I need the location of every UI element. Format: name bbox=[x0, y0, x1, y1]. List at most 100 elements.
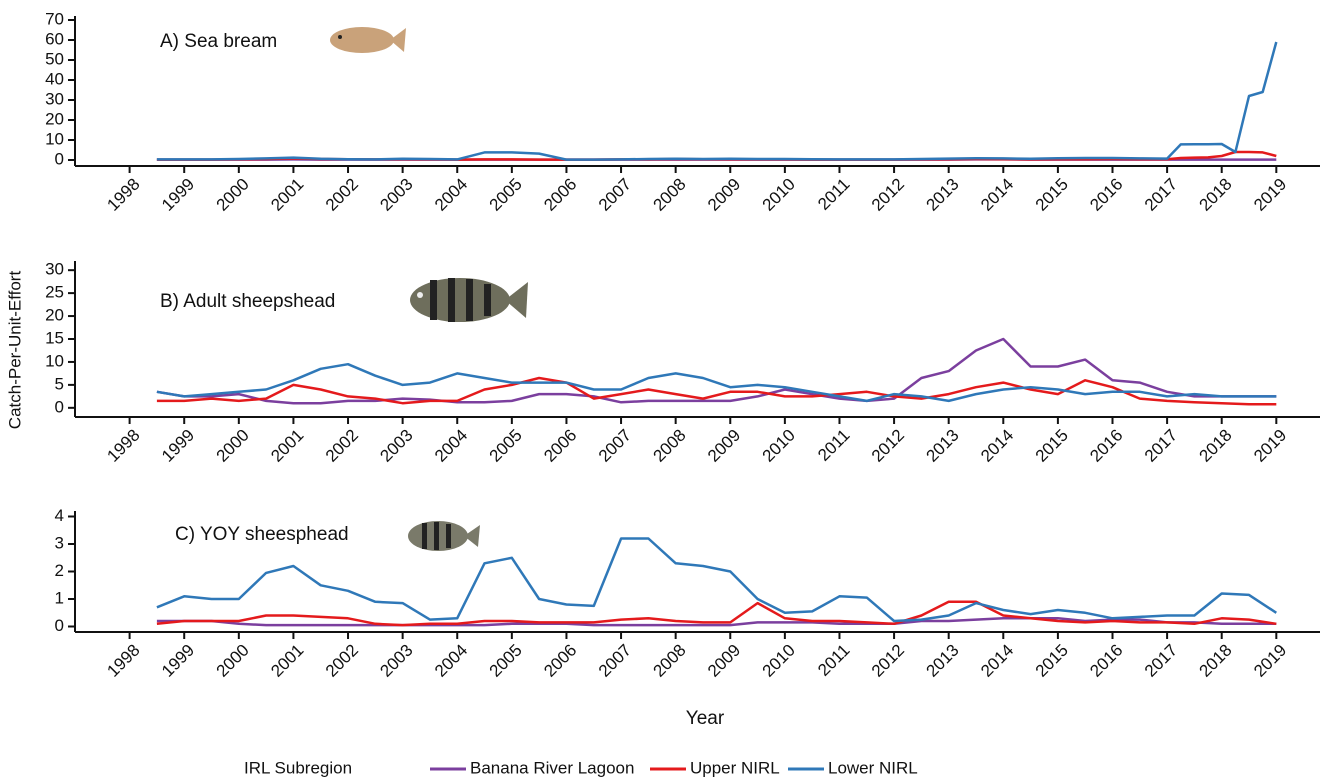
x-tick-label: 2006 bbox=[540, 641, 580, 681]
panel-title: C) YOY sheesphead bbox=[175, 524, 349, 545]
x-tick-label: 2001 bbox=[267, 426, 307, 466]
x-tick-label: 2016 bbox=[1086, 426, 1126, 466]
fish-icon bbox=[410, 278, 528, 322]
y-tick-label: 20 bbox=[45, 306, 64, 325]
y-tick-label: 15 bbox=[45, 328, 64, 347]
y-tick-label: 0 bbox=[55, 149, 64, 168]
x-tick-label: 2007 bbox=[595, 175, 635, 215]
legend-label: Lower NIRL bbox=[828, 758, 918, 777]
x-tick-label: 2006 bbox=[540, 175, 580, 215]
x-axis-label: Year bbox=[686, 708, 725, 729]
y-tick-label: 25 bbox=[45, 283, 64, 302]
x-tick-label: 2001 bbox=[267, 175, 307, 215]
series-line bbox=[156, 600, 1277, 627]
x-tick-label: 2013 bbox=[923, 426, 963, 466]
x-tick-label: 2005 bbox=[486, 641, 526, 681]
y-axis-label: Catch-Per-Unit-Effort bbox=[5, 271, 24, 430]
y-tick-label: 10 bbox=[45, 129, 64, 148]
x-tick-label: 2015 bbox=[1032, 641, 1072, 681]
x-tick-label: 2008 bbox=[649, 175, 689, 215]
y-tick-label: 70 bbox=[45, 9, 64, 28]
x-tick-label: 2005 bbox=[486, 175, 526, 215]
x-tick-label: 2004 bbox=[431, 175, 471, 215]
x-tick-label: 2006 bbox=[540, 426, 580, 466]
x-tick-label: 2002 bbox=[322, 175, 362, 215]
panel-title: A) Sea bream bbox=[160, 31, 277, 52]
x-tick-label: 2005 bbox=[486, 426, 526, 466]
x-tick-label: 2000 bbox=[213, 175, 253, 215]
y-tick-label: 50 bbox=[45, 49, 64, 68]
series-line bbox=[156, 41, 1278, 161]
x-tick-label: 2014 bbox=[977, 641, 1017, 681]
y-tick-label: 4 bbox=[55, 506, 64, 525]
x-tick-label: 2003 bbox=[376, 426, 416, 466]
series-line bbox=[156, 617, 1277, 627]
legend-title: IRL Subregion bbox=[244, 758, 352, 777]
x-tick-label: 2019 bbox=[1250, 175, 1290, 215]
x-tick-label: 2007 bbox=[595, 641, 635, 681]
y-tick-label: 40 bbox=[45, 69, 64, 88]
x-tick-label: 2002 bbox=[322, 641, 362, 681]
x-tick-label: 2010 bbox=[759, 426, 799, 466]
x-tick-label: 2010 bbox=[759, 175, 799, 215]
y-tick-label: 0 bbox=[55, 397, 64, 416]
x-tick-label: 2013 bbox=[923, 641, 963, 681]
y-tick-label: 60 bbox=[45, 29, 64, 48]
x-tick-label: 1998 bbox=[103, 175, 143, 215]
y-tick-label: 20 bbox=[45, 109, 64, 128]
x-tick-label: 2008 bbox=[649, 426, 689, 466]
x-tick-label: 2012 bbox=[868, 426, 908, 466]
x-tick-label: 2015 bbox=[1032, 426, 1072, 466]
y-tick-label: 30 bbox=[45, 260, 64, 279]
series-line bbox=[156, 362, 1277, 403]
x-tick-label: 2009 bbox=[704, 175, 744, 215]
x-tick-label: 2013 bbox=[923, 175, 963, 215]
x-tick-label: 2017 bbox=[1141, 175, 1181, 215]
x-tick-label: 1998 bbox=[103, 426, 143, 466]
x-tick-label: 2009 bbox=[704, 641, 744, 681]
legend-label: Banana River Lagoon bbox=[470, 758, 634, 777]
x-tick-label: 2019 bbox=[1250, 426, 1290, 466]
series-line bbox=[156, 537, 1277, 623]
fish-icon bbox=[408, 521, 480, 551]
series-line bbox=[156, 376, 1277, 406]
x-tick-label: 2019 bbox=[1250, 641, 1290, 681]
x-tick-label: 2012 bbox=[868, 175, 908, 215]
panel-title: B) Adult sheepshead bbox=[160, 291, 335, 312]
y-tick-label: 10 bbox=[45, 351, 64, 370]
y-tick-label: 2 bbox=[55, 561, 64, 580]
x-tick-label: 2018 bbox=[1196, 175, 1236, 215]
x-tick-label: 2011 bbox=[814, 426, 853, 465]
x-tick-label: 2016 bbox=[1086, 175, 1126, 215]
x-tick-label: 2000 bbox=[213, 426, 253, 466]
x-tick-label: 2007 bbox=[595, 426, 635, 466]
y-tick-label: 0 bbox=[55, 616, 64, 635]
x-tick-label: 2018 bbox=[1196, 426, 1236, 466]
x-tick-label: 2018 bbox=[1196, 641, 1236, 681]
x-tick-label: 2004 bbox=[431, 641, 471, 681]
x-tick-label: 2014 bbox=[977, 426, 1017, 466]
x-tick-label: 2012 bbox=[868, 641, 908, 681]
y-tick-label: 1 bbox=[55, 588, 64, 607]
x-tick-label: 2015 bbox=[1032, 175, 1072, 215]
series-line bbox=[156, 337, 1277, 405]
x-tick-label: 2003 bbox=[376, 175, 416, 215]
legend-label: Upper NIRL bbox=[690, 758, 780, 777]
y-tick-label: 3 bbox=[55, 533, 64, 552]
x-tick-label: 1998 bbox=[103, 641, 143, 681]
x-tick-label: 1999 bbox=[158, 641, 198, 681]
x-tick-label: 1999 bbox=[158, 426, 198, 466]
x-tick-label: 2011 bbox=[814, 641, 853, 680]
y-tick-label: 30 bbox=[45, 89, 64, 108]
x-tick-label: 2011 bbox=[814, 175, 853, 214]
fish-icon bbox=[330, 27, 406, 53]
y-tick-label: 5 bbox=[55, 374, 64, 393]
x-tick-label: 2001 bbox=[267, 641, 307, 681]
x-tick-label: 1999 bbox=[158, 175, 198, 215]
x-tick-label: 2008 bbox=[649, 641, 689, 681]
x-tick-label: 2014 bbox=[977, 175, 1017, 215]
x-tick-label: 2010 bbox=[759, 641, 799, 681]
x-tick-label: 2016 bbox=[1086, 641, 1126, 681]
x-tick-label: 2004 bbox=[431, 426, 471, 466]
